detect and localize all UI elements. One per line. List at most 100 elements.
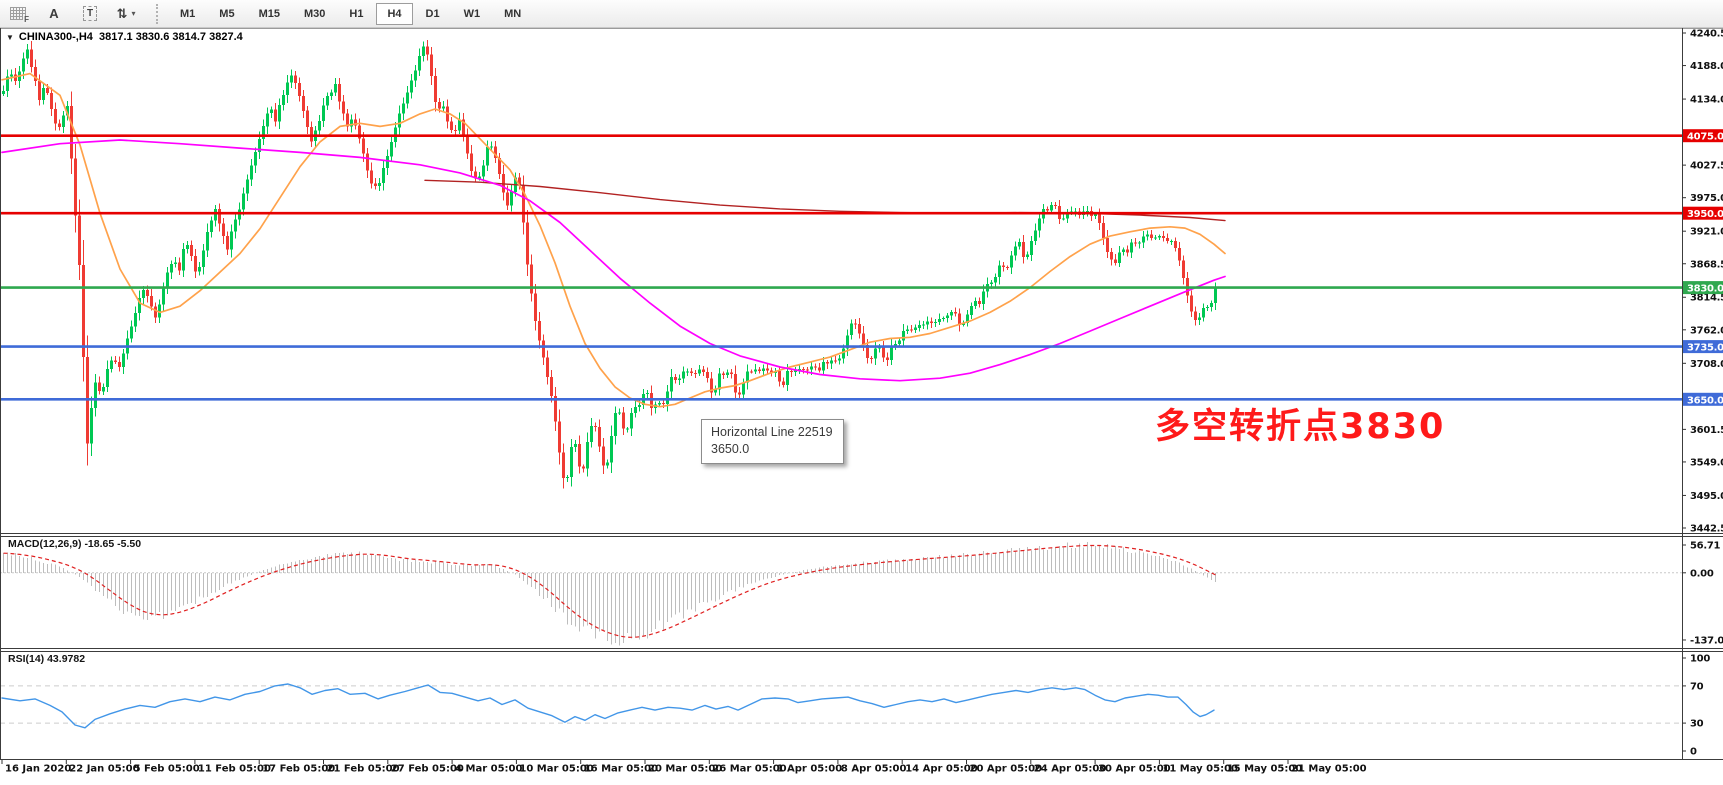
candle-body bbox=[274, 109, 277, 122]
candle-body bbox=[758, 369, 761, 371]
candle-body bbox=[194, 256, 197, 272]
arrange-button[interactable]: ⇅ ▾ bbox=[113, 3, 139, 25]
dropdown-caret-icon: ▾ bbox=[131, 9, 136, 18]
text-label-button[interactable]: A bbox=[41, 3, 67, 25]
candle-body bbox=[1190, 295, 1193, 312]
candle-body bbox=[834, 360, 837, 362]
candle-body bbox=[1014, 246, 1017, 256]
time-label: 30 Apr 05:00 bbox=[1098, 764, 1171, 775]
candle-body bbox=[1002, 265, 1005, 268]
timeframe-button-M5[interactable]: M5 bbox=[208, 3, 245, 25]
timeframe-button-D1[interactable]: D1 bbox=[415, 3, 451, 25]
text-box-icon: T bbox=[82, 6, 98, 21]
candle-body bbox=[682, 371, 685, 379]
candle-body bbox=[146, 289, 149, 297]
candle-body bbox=[790, 370, 793, 373]
timeframe-button-M30[interactable]: M30 bbox=[293, 3, 336, 25]
price-tick: 3814.5 bbox=[1690, 293, 1723, 304]
candle-body bbox=[974, 301, 977, 306]
candle-body bbox=[354, 119, 357, 126]
candle-body bbox=[978, 301, 981, 304]
candle-body bbox=[482, 165, 485, 177]
candle-body bbox=[762, 368, 765, 371]
candle-body bbox=[114, 360, 117, 362]
candle-body bbox=[254, 152, 257, 166]
candle-body bbox=[58, 123, 61, 128]
candle-body bbox=[930, 321, 933, 323]
candle-body bbox=[946, 315, 949, 319]
candle-body bbox=[686, 371, 689, 373]
candle-body bbox=[678, 378, 681, 380]
macd-tick: 56.71 bbox=[1690, 540, 1720, 551]
price-tick: 3708.0 bbox=[1690, 359, 1723, 370]
time-label: 26 Mar 05:00 bbox=[712, 764, 786, 775]
candle-body bbox=[622, 412, 625, 429]
candle-body bbox=[182, 249, 185, 271]
timeframe-button-M15[interactable]: M15 bbox=[248, 3, 291, 25]
time-label: 11 May 05:00 bbox=[1162, 764, 1238, 775]
candle-body bbox=[82, 264, 85, 358]
rsi-tick: 0 bbox=[1690, 747, 1697, 758]
candle-body bbox=[542, 340, 545, 358]
candle-body bbox=[1166, 238, 1169, 242]
candle-body bbox=[830, 360, 833, 364]
candle-body bbox=[494, 146, 497, 158]
candle-body bbox=[850, 323, 853, 336]
candle-body bbox=[778, 370, 781, 382]
candle-body bbox=[338, 84, 341, 102]
candle-body bbox=[1194, 311, 1197, 321]
candle-body bbox=[214, 209, 217, 221]
candle-body bbox=[566, 476, 569, 479]
time-label: 24 Apr 05:00 bbox=[1034, 764, 1107, 775]
timeframe-button-M1[interactable]: M1 bbox=[169, 3, 206, 25]
candle-body bbox=[1170, 241, 1173, 242]
toolbar-separator bbox=[156, 3, 160, 24]
candle-body bbox=[406, 92, 409, 104]
candle-body bbox=[570, 447, 573, 477]
candle-body bbox=[1138, 242, 1141, 244]
candle-body bbox=[934, 322, 937, 324]
candle-body bbox=[1154, 237, 1157, 239]
candle-body bbox=[342, 101, 345, 114]
candle-body bbox=[310, 126, 313, 142]
symbol-ohlc-label: ▼ CHINA300-,H4 3817.1 3830.6 3814.7 3827.… bbox=[6, 31, 243, 43]
candle-body bbox=[646, 393, 649, 395]
candle-body bbox=[346, 113, 349, 127]
candle-body bbox=[1214, 287, 1217, 303]
collapse-triangle-icon[interactable]: ▼ bbox=[6, 32, 14, 42]
chart-grid-button[interactable]: F bbox=[5, 3, 31, 25]
candle-body bbox=[1030, 241, 1033, 255]
price-axis[interactable]: 4240.5 4188.0 4134.0 4027.5 3975.0 3921.0 3868… bbox=[1682, 29, 1723, 758]
candle-body bbox=[478, 176, 481, 179]
candle-body bbox=[926, 321, 929, 325]
candle-body bbox=[10, 74, 13, 77]
timeframe-button-H1[interactable]: H1 bbox=[338, 3, 374, 25]
time-label: 4 Mar 05:00 bbox=[455, 764, 522, 775]
candle-body bbox=[1050, 204, 1053, 211]
candle-body bbox=[430, 54, 433, 76]
candle-body bbox=[22, 58, 25, 72]
candle-body bbox=[954, 312, 957, 314]
candle-body bbox=[910, 329, 913, 331]
candle-body bbox=[250, 165, 253, 180]
timeframe-button-W1[interactable]: W1 bbox=[453, 3, 492, 25]
candle-body bbox=[142, 289, 145, 298]
candle-body bbox=[258, 138, 261, 153]
candle-body bbox=[38, 80, 41, 100]
candle-body bbox=[98, 382, 101, 392]
timeframe-button-MN[interactable]: MN bbox=[493, 3, 532, 25]
grid-f-label: F bbox=[23, 15, 30, 24]
price-label-4075.0: 4075.0 bbox=[1683, 129, 1723, 143]
candle-body bbox=[118, 361, 121, 367]
timeframe-button-H4[interactable]: H4 bbox=[376, 2, 413, 25]
rsi-tick: 70 bbox=[1690, 681, 1704, 692]
time-label: 20 Apr 05:00 bbox=[970, 764, 1043, 775]
candle-body bbox=[134, 313, 137, 327]
text-box-button[interactable]: T bbox=[77, 3, 103, 25]
candle-body bbox=[2, 90, 5, 94]
candle-body bbox=[558, 421, 561, 453]
candle-body bbox=[982, 291, 985, 304]
candle-body bbox=[750, 371, 753, 373]
